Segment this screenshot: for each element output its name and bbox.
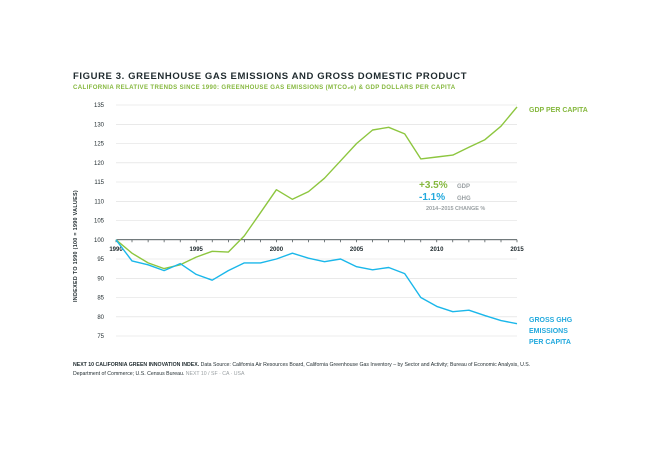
x-tick-label: 2000 bbox=[270, 247, 284, 253]
change-period-label: 2014–2015 CHANGE % bbox=[426, 206, 485, 212]
footnote-source-bold: NEXT 10 CALIFORNIA GREEN INNOVATION INDE… bbox=[73, 362, 200, 368]
x-axis-ticks: 1990 1995 2000 2005 2010 2015 bbox=[109, 239, 524, 253]
x-tick-label: 1990 bbox=[109, 247, 123, 253]
series-lines bbox=[115, 106, 518, 325]
y-tick-label: 100 bbox=[94, 238, 105, 244]
footnote-source-text: Data Source: California Air Resources Bo… bbox=[73, 362, 531, 377]
y-tick-label: 110 bbox=[94, 200, 104, 206]
footnote-credit: NEXT 10 / SF · CA · USA bbox=[184, 370, 245, 377]
y-tick-label: 75 bbox=[97, 334, 104, 340]
ghg-series-label-line2: EMISSIONS bbox=[529, 328, 568, 335]
ghg-series-label-line3: PER CAPITA bbox=[529, 339, 571, 346]
ghg-change-value: -1.1% bbox=[419, 192, 445, 203]
y-axis-label: INDEXED TO 1990 (100 = 1990 VALUES) bbox=[73, 190, 79, 302]
y-tick-label: 135 bbox=[94, 103, 105, 109]
gdp-series-line bbox=[115, 106, 518, 270]
gdp-change-value: +3.5% bbox=[419, 180, 448, 191]
figure-subtitle: CALIFORNIA RELATIVE TRENDS SINCE 1990: G… bbox=[73, 84, 456, 91]
ghg-change-label: GHG bbox=[457, 196, 471, 202]
source-footnote: NEXT 10 CALIFORNIA GREEN INNOVATION INDE… bbox=[73, 361, 543, 378]
y-tick-label: 80 bbox=[97, 315, 104, 321]
y-tick-label: 125 bbox=[94, 142, 105, 148]
x-tick-label: 2005 bbox=[350, 247, 364, 253]
y-tick-label: 90 bbox=[97, 277, 104, 283]
y-tick-label: 115 bbox=[94, 180, 104, 186]
x-tick-label: 1995 bbox=[190, 247, 204, 253]
y-tick-label: 95 bbox=[97, 257, 104, 263]
y-tick-label: 120 bbox=[94, 161, 105, 167]
y-tick-label: 105 bbox=[94, 219, 105, 225]
figure-title: FIGURE 3. GREENHOUSE GAS EMISSIONS AND G… bbox=[73, 71, 468, 82]
ghg-series-line bbox=[115, 239, 518, 325]
x-tick-label: 2010 bbox=[430, 247, 444, 253]
chart-gridlines bbox=[116, 104, 517, 337]
y-axis-ticks: 75 80 85 90 95 100 105 110 115 120 125 130 135 bbox=[94, 103, 105, 340]
y-tick-label: 130 bbox=[94, 123, 105, 129]
ghg-series-label-line1: GROSS GHG bbox=[529, 317, 573, 324]
gdp-change-label: GDP bbox=[457, 184, 470, 190]
gdp-series-label: GDP PER CAPITA bbox=[529, 107, 588, 114]
y-tick-label: 85 bbox=[97, 296, 104, 302]
x-tick-label: 2015 bbox=[510, 247, 524, 253]
